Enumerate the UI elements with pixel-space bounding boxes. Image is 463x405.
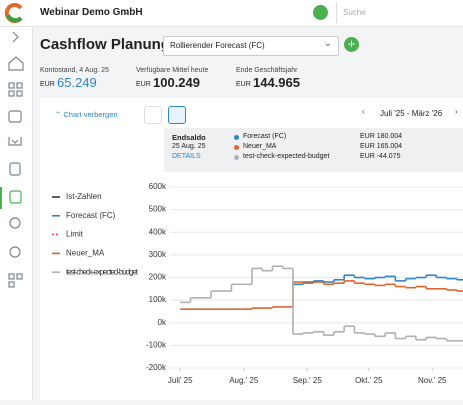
y-tick-label: 400k: [149, 227, 167, 236]
y-tick-label: 600k: [149, 182, 167, 191]
y-tick-label: 300k: [149, 250, 167, 259]
y-tick-label: 0k: [158, 318, 167, 327]
tooltip-series: test-check-expected-budget: [243, 153, 330, 160]
tooltip-panel: Endsaldo 25 Aug. 25 DETAILS Forecast (FC…: [164, 128, 463, 172]
date-range[interactable]: Juli '25 - März '26: [380, 109, 443, 118]
tooltip-value: EUR 165.004: [360, 143, 403, 150]
chart: -200k -100k 0k 100k 200k 300k 400k 500k 600k Juli…: [52, 182, 463, 385]
add-button[interactable]: +: [344, 37, 359, 52]
legend-label: test-check-expected-budget: [66, 267, 139, 276]
sync-button[interactable]: [313, 5, 328, 20]
stat-label: Verfügbare Mittel heute: [136, 67, 209, 74]
stat-currency: EUR: [136, 81, 151, 88]
stat-value: 65.249: [57, 75, 97, 90]
tooltip-details[interactable]: DETAILS: [172, 153, 201, 160]
x-tick-label: Okt.' 25: [355, 376, 383, 385]
prev-button[interactable]: ‹: [362, 107, 365, 116]
tooltip-dot: [234, 155, 239, 160]
y-tick-label: -200k: [146, 363, 167, 372]
x-tick-label: Sep.' 25: [293, 376, 323, 385]
page-title: Cashflow Planung: [40, 36, 171, 53]
tooltip-date: 25 Aug. 25: [172, 143, 206, 150]
sidebar-icons: [0, 31, 24, 288]
chart-toggle-text: Chart verbergen: [63, 110, 118, 119]
line-view-button[interactable]: [144, 106, 162, 124]
logo: [4, 3, 23, 23]
legend-label: Ist-Zahlen: [66, 192, 102, 201]
legend-label: Forecast (FC): [66, 211, 116, 220]
tooltip-series: Neuer_MA: [243, 143, 277, 150]
chart-toggle[interactable]: ⌃ Chart verbergen: [55, 110, 118, 119]
tooltip-dot: [234, 145, 239, 150]
tooltip-series: Forecast (FC): [243, 133, 287, 140]
sidebar: [0, 27, 33, 400]
bar-view-button[interactable]: [168, 106, 186, 124]
tooltip-value: EUR -44.075: [360, 153, 401, 160]
scenario-value: Rollierender Forecast (FC): [170, 41, 265, 50]
stat-label: Kontostand, 4 Aug. 25: [40, 67, 109, 74]
company-chevron[interactable]: ⌄: [122, 6, 131, 17]
collapse-icon[interactable]: [12, 31, 19, 43]
y-tick-label: 200k: [149, 273, 167, 282]
search-box[interactable]: Suche: [336, 3, 463, 23]
legend-label: Limit: [66, 230, 84, 239]
stat-value: 100.249: [153, 75, 200, 90]
x-tick-label: Juli' 25: [168, 376, 193, 385]
y-tick-label: 500k: [149, 205, 167, 214]
home-icon[interactable]: [8, 56, 24, 71]
stat-currency: EUR: [40, 81, 55, 88]
x-tick-label: Nov.' 25: [418, 376, 447, 385]
company-name[interactable]: Webinar Demo GmbH: [40, 7, 143, 18]
stat-currency: EUR: [236, 81, 251, 88]
legend-label: Neuer_MA: [66, 249, 105, 258]
y-tick-label: -100k: [146, 340, 167, 349]
x-tick-label: Aug.' 25: [229, 376, 259, 385]
stat-label: Ende Geschäftsjahr: [236, 67, 298, 74]
search-placeholder: Suche: [343, 8, 366, 17]
scenario-select[interactable]: Rollierender Forecast (FC) ⌄: [163, 36, 339, 56]
tooltip-title: Endsaldo: [172, 133, 206, 142]
next-button[interactable]: ›: [455, 107, 458, 116]
stat-value: 144.965: [253, 75, 300, 90]
y-tick-label: 100k: [149, 295, 167, 304]
tooltip-value: EUR 180.004: [360, 133, 403, 140]
tooltip-dot: [234, 135, 239, 140]
